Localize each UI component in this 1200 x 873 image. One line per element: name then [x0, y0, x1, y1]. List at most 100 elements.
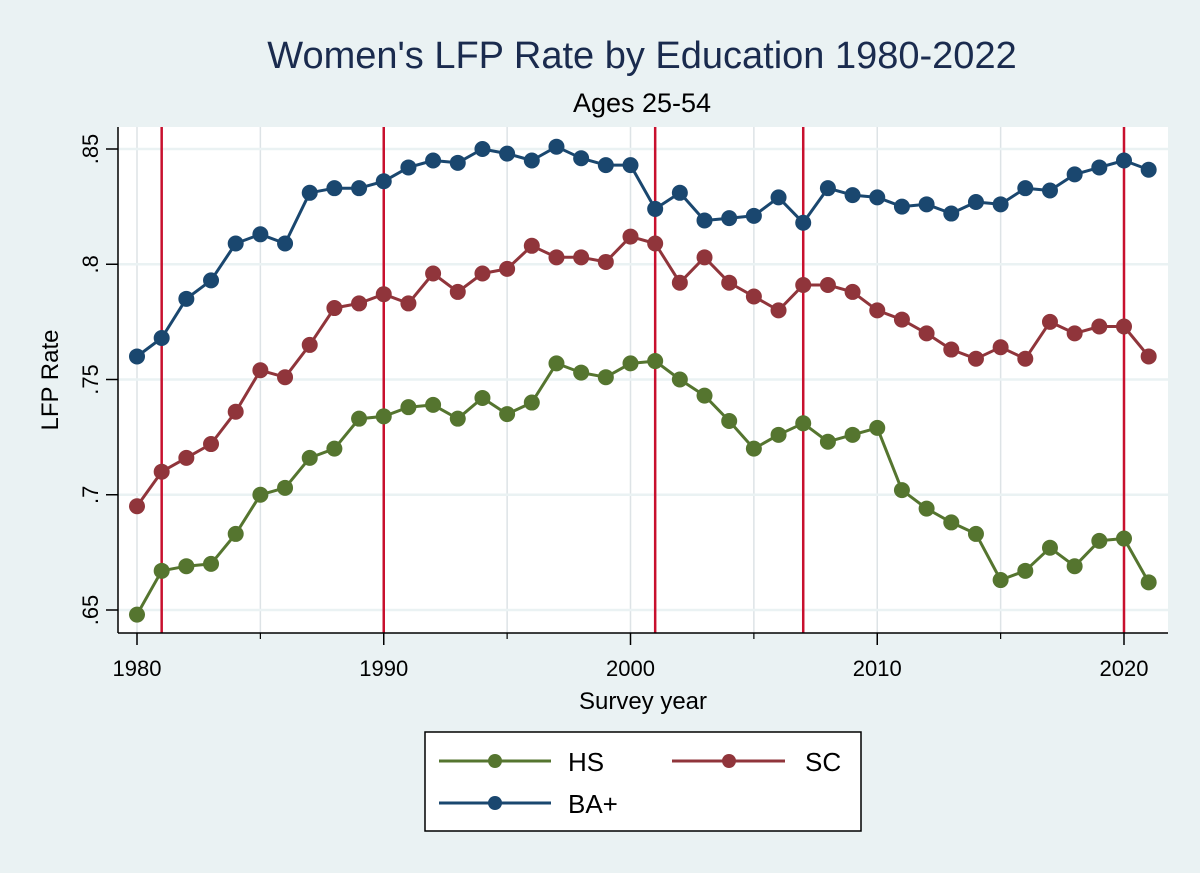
data-point-hs: [499, 406, 516, 423]
data-point-ba: [893, 198, 910, 215]
data-point-hs: [153, 562, 170, 579]
data-point-ba: [1066, 166, 1083, 183]
data-point-sc: [178, 449, 195, 466]
data-point-ba: [523, 152, 540, 169]
data-point-hs: [301, 449, 318, 466]
data-point-sc: [252, 362, 269, 379]
data-point-hs: [1041, 539, 1058, 556]
y-tick-label: .65: [78, 595, 103, 626]
data-point-hs: [967, 525, 984, 542]
data-point-hs: [671, 371, 688, 388]
data-point-ba: [745, 207, 762, 224]
y-tick-label: .75: [78, 364, 103, 395]
y-axis-title: LFP Rate: [37, 330, 64, 431]
data-point-sc: [647, 235, 664, 252]
data-point-hs: [375, 408, 392, 425]
data-point-sc: [893, 311, 910, 328]
y-tick-label: .7: [78, 486, 103, 504]
data-point-sc: [499, 260, 516, 277]
y-tick-label: .85: [78, 134, 103, 165]
data-point-hs: [844, 426, 861, 443]
x-tick-label: 1980: [113, 656, 162, 681]
data-point-sc: [1116, 318, 1132, 335]
data-point-hs: [203, 555, 220, 572]
data-point-ba: [1140, 161, 1157, 178]
data-point-hs: [1116, 530, 1132, 547]
data-point-ba: [178, 290, 195, 307]
legend: HS SC BA+: [424, 731, 862, 832]
data-point-hs: [326, 440, 343, 457]
y-axis-ticks: .65 .7 .75 .8 .85: [78, 134, 118, 626]
data-point-hs: [1017, 562, 1034, 579]
data-point-sc: [943, 341, 960, 358]
legend-label-sc: SC: [805, 747, 841, 777]
legend-box: [424, 731, 862, 832]
data-point-hs: [696, 387, 713, 404]
data-point-ba: [548, 138, 565, 155]
data-point-sc: [1066, 325, 1083, 342]
data-point-sc: [203, 436, 220, 453]
data-point-sc: [992, 339, 1009, 356]
data-point-hs: [474, 389, 491, 406]
data-point-ba: [721, 210, 738, 227]
recession-reference-lines: [160, 127, 1126, 633]
data-point-ba: [203, 272, 220, 289]
data-point-sc: [326, 300, 343, 317]
chart-subtitle: Ages 25-54: [573, 88, 711, 118]
data-point-hs: [252, 486, 269, 503]
data-point-hs: [1091, 532, 1108, 549]
data-point-hs: [178, 558, 195, 575]
data-point-sc: [277, 369, 294, 386]
data-point-ba: [277, 235, 294, 252]
data-point-hs: [400, 399, 417, 416]
data-point-sc: [474, 265, 491, 282]
data-point-sc: [745, 288, 762, 305]
data-point-hs: [943, 514, 960, 531]
data-point-hs: [992, 572, 1009, 589]
x-tick-label: 2020: [1100, 656, 1149, 681]
data-point-hs: [449, 410, 466, 427]
data-point-ba: [622, 157, 639, 174]
data-point-hs: [770, 426, 787, 443]
legend-marker-ba: [488, 796, 502, 810]
data-point-sc: [1091, 318, 1108, 335]
data-point-sc: [400, 295, 417, 312]
data-point-ba: [129, 348, 145, 365]
data-point-ba: [647, 200, 664, 217]
series-layer: [129, 138, 1157, 623]
data-point-sc: [523, 237, 540, 254]
y-gridlines: [118, 147, 1168, 612]
data-point-sc: [425, 265, 442, 282]
data-point-sc: [351, 295, 368, 312]
data-point-hs: [893, 482, 910, 499]
data-point-sc: [770, 302, 787, 319]
series-ba: [129, 138, 1157, 365]
data-point-ba: [795, 214, 812, 231]
series-hs: [129, 353, 1157, 623]
data-point-ba: [474, 141, 491, 157]
data-point-sc: [1140, 348, 1157, 365]
x-tick-label: 2000: [606, 656, 655, 681]
data-point-hs: [819, 433, 836, 450]
data-point-sc: [696, 249, 713, 266]
data-point-sc: [671, 274, 688, 291]
data-point-hs: [721, 412, 738, 429]
data-point-ba: [844, 187, 861, 204]
y-tick-label: .8: [78, 255, 103, 273]
data-point-hs: [1140, 574, 1157, 591]
data-point-ba: [918, 196, 935, 213]
data-point-hs: [745, 440, 762, 457]
data-point-sc: [622, 228, 639, 245]
data-point-ba: [301, 184, 318, 201]
data-point-hs: [425, 396, 442, 413]
legend-item-sc: SC: [672, 747, 841, 777]
series-sc: [129, 228, 1157, 515]
data-point-sc: [129, 498, 145, 515]
data-point-sc: [597, 253, 614, 270]
data-point-sc: [573, 249, 590, 266]
data-point-ba: [1116, 152, 1132, 169]
data-point-sc: [153, 463, 170, 480]
data-point-sc: [1017, 350, 1034, 367]
data-point-hs: [351, 410, 368, 427]
